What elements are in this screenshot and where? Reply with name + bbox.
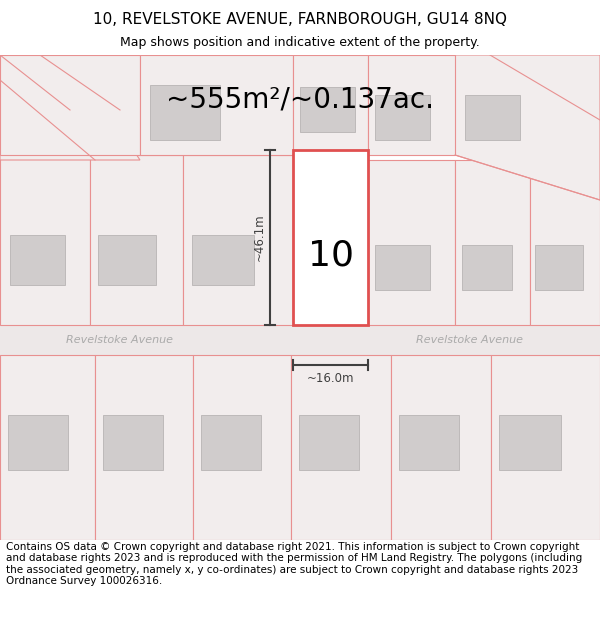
Bar: [0, 155, 90, 325]
Bar: [535, 245, 583, 290]
Bar: [10, 235, 65, 285]
Text: Revelstoke Avenue: Revelstoke Avenue: [67, 335, 173, 345]
Bar: [368, 55, 455, 155]
Bar: [300, 87, 355, 132]
Bar: [140, 55, 293, 155]
Bar: [0, 355, 95, 540]
Bar: [0, 325, 600, 355]
Bar: [90, 155, 183, 325]
Bar: [368, 160, 455, 325]
Polygon shape: [455, 55, 600, 200]
Bar: [391, 355, 491, 540]
Bar: [499, 415, 561, 470]
Bar: [375, 245, 430, 290]
Polygon shape: [0, 55, 140, 160]
Text: ~16.0m: ~16.0m: [307, 372, 354, 386]
Bar: [465, 95, 520, 140]
Bar: [8, 415, 68, 470]
Text: 10: 10: [308, 238, 353, 272]
Bar: [150, 85, 220, 140]
Bar: [491, 355, 600, 540]
Text: ~46.1m: ~46.1m: [253, 214, 265, 261]
Bar: [95, 355, 193, 540]
Bar: [530, 160, 600, 325]
Text: ~555m²/~0.137ac.: ~555m²/~0.137ac.: [166, 85, 434, 113]
Text: Revelstoke Avenue: Revelstoke Avenue: [416, 335, 523, 345]
Bar: [399, 415, 459, 470]
Text: 10, REVELSTOKE AVENUE, FARNBOROUGH, GU14 8NQ: 10, REVELSTOKE AVENUE, FARNBOROUGH, GU14…: [93, 12, 507, 27]
Text: Map shows position and indicative extent of the property.: Map shows position and indicative extent…: [120, 36, 480, 49]
Bar: [0, 55, 140, 155]
Bar: [183, 155, 293, 325]
Bar: [201, 415, 261, 470]
Bar: [291, 355, 391, 540]
Bar: [462, 245, 512, 290]
Bar: [455, 160, 530, 325]
Bar: [293, 55, 368, 150]
Bar: [192, 235, 254, 285]
Bar: [98, 235, 156, 285]
Bar: [103, 415, 163, 470]
Bar: [299, 415, 359, 470]
Bar: [193, 355, 291, 540]
Bar: [375, 95, 430, 140]
Bar: [293, 150, 368, 325]
Text: Contains OS data © Crown copyright and database right 2021. This information is : Contains OS data © Crown copyright and d…: [6, 542, 582, 586]
